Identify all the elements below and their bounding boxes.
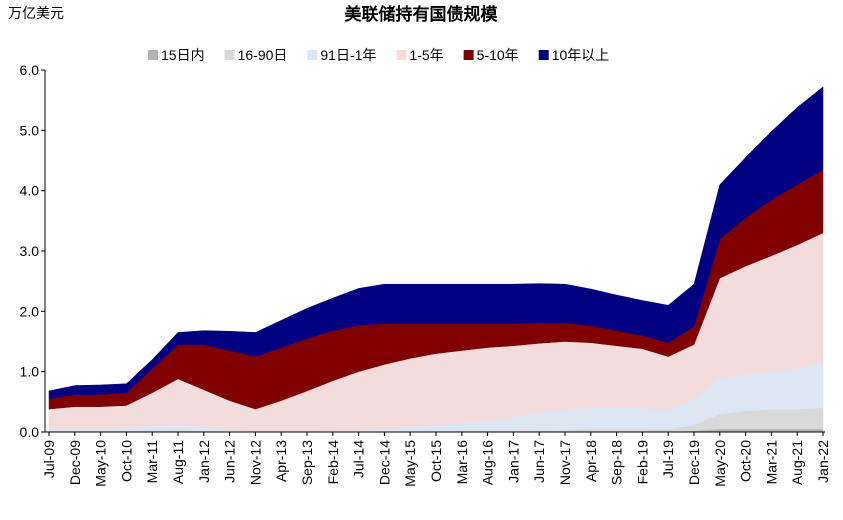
legend-label: 10年以上 — [552, 47, 610, 63]
x-tick-label: Oct-15 — [428, 440, 444, 482]
x-tick-label: May-10 — [93, 440, 109, 487]
y-tick-label: 3.0 — [20, 243, 40, 259]
x-tick-label: Feb-19 — [634, 440, 650, 485]
legend-swatch — [148, 50, 158, 60]
x-tick-label: Jan-17 — [505, 440, 521, 483]
legend-label: 15日内 — [161, 47, 205, 63]
x-tick-label: Mar-21 — [763, 440, 779, 485]
x-tick-label: Dec-19 — [686, 440, 702, 485]
x-tick-label: Oct-10 — [118, 440, 134, 482]
x-tick-label: Aug-11 — [170, 440, 186, 484]
y-tick-label: 1.0 — [20, 364, 40, 380]
x-tick-label: Sep-18 — [609, 440, 625, 485]
legend-label: 91日-1年 — [320, 47, 376, 63]
x-tick-label: Jul-09 — [41, 440, 57, 478]
x-tick-label: Jul-19 — [660, 440, 676, 478]
x-tick-label: Jan-12 — [196, 440, 212, 483]
x-tick-label: Nov-12 — [247, 440, 263, 485]
x-tick-label: May-15 — [402, 440, 418, 487]
x-tick-label: Jun-17 — [531, 440, 547, 483]
legend-label: 5-10年 — [477, 47, 519, 63]
x-tick-label: Jun-12 — [222, 440, 238, 483]
y-tick-label: 0.0 — [20, 424, 40, 440]
x-tick-label: Jul-14 — [351, 440, 367, 478]
area — [48, 86, 824, 400]
x-tick-label: Aug-16 — [480, 440, 496, 485]
legend-swatch — [307, 50, 318, 60]
x-tick-label: Jan-22 — [815, 440, 831, 483]
x-tick-label: Mar-16 — [454, 440, 470, 485]
legend-swatch — [538, 50, 549, 60]
x-tick-label: Oct-20 — [738, 440, 754, 482]
y-tick-label: 6.0 — [20, 62, 40, 78]
x-tick-label: Aug-21 — [789, 440, 805, 485]
y-tick-label: 2.0 — [20, 303, 40, 319]
x-tick-label: May-20 — [712, 440, 728, 487]
x-tick-label: Nov-17 — [557, 440, 573, 485]
y-tick-label: 5.0 — [20, 122, 40, 138]
y-unit: 万亿美元 — [8, 5, 64, 21]
x-tick-label: Dec-14 — [376, 440, 392, 485]
x-tick-label: Feb-14 — [325, 440, 341, 485]
y-tick-label: 4.0 — [20, 183, 40, 199]
legend-label: 16-90日 — [238, 47, 288, 63]
x-tick-label: Apr-13 — [273, 440, 289, 482]
legend-swatch — [463, 50, 474, 60]
x-tick-label: Apr-18 — [583, 440, 599, 482]
legend-swatch — [224, 50, 235, 60]
x-tick-label: Mar-11 — [144, 440, 160, 484]
legend-swatch — [396, 50, 407, 60]
x-tick-label: Sep-13 — [299, 440, 315, 485]
legend-label: 1-5年 — [409, 47, 443, 63]
x-tick-label: Dec-09 — [67, 440, 83, 485]
chart-title: 美联储持有国债规模 — [345, 4, 499, 24]
